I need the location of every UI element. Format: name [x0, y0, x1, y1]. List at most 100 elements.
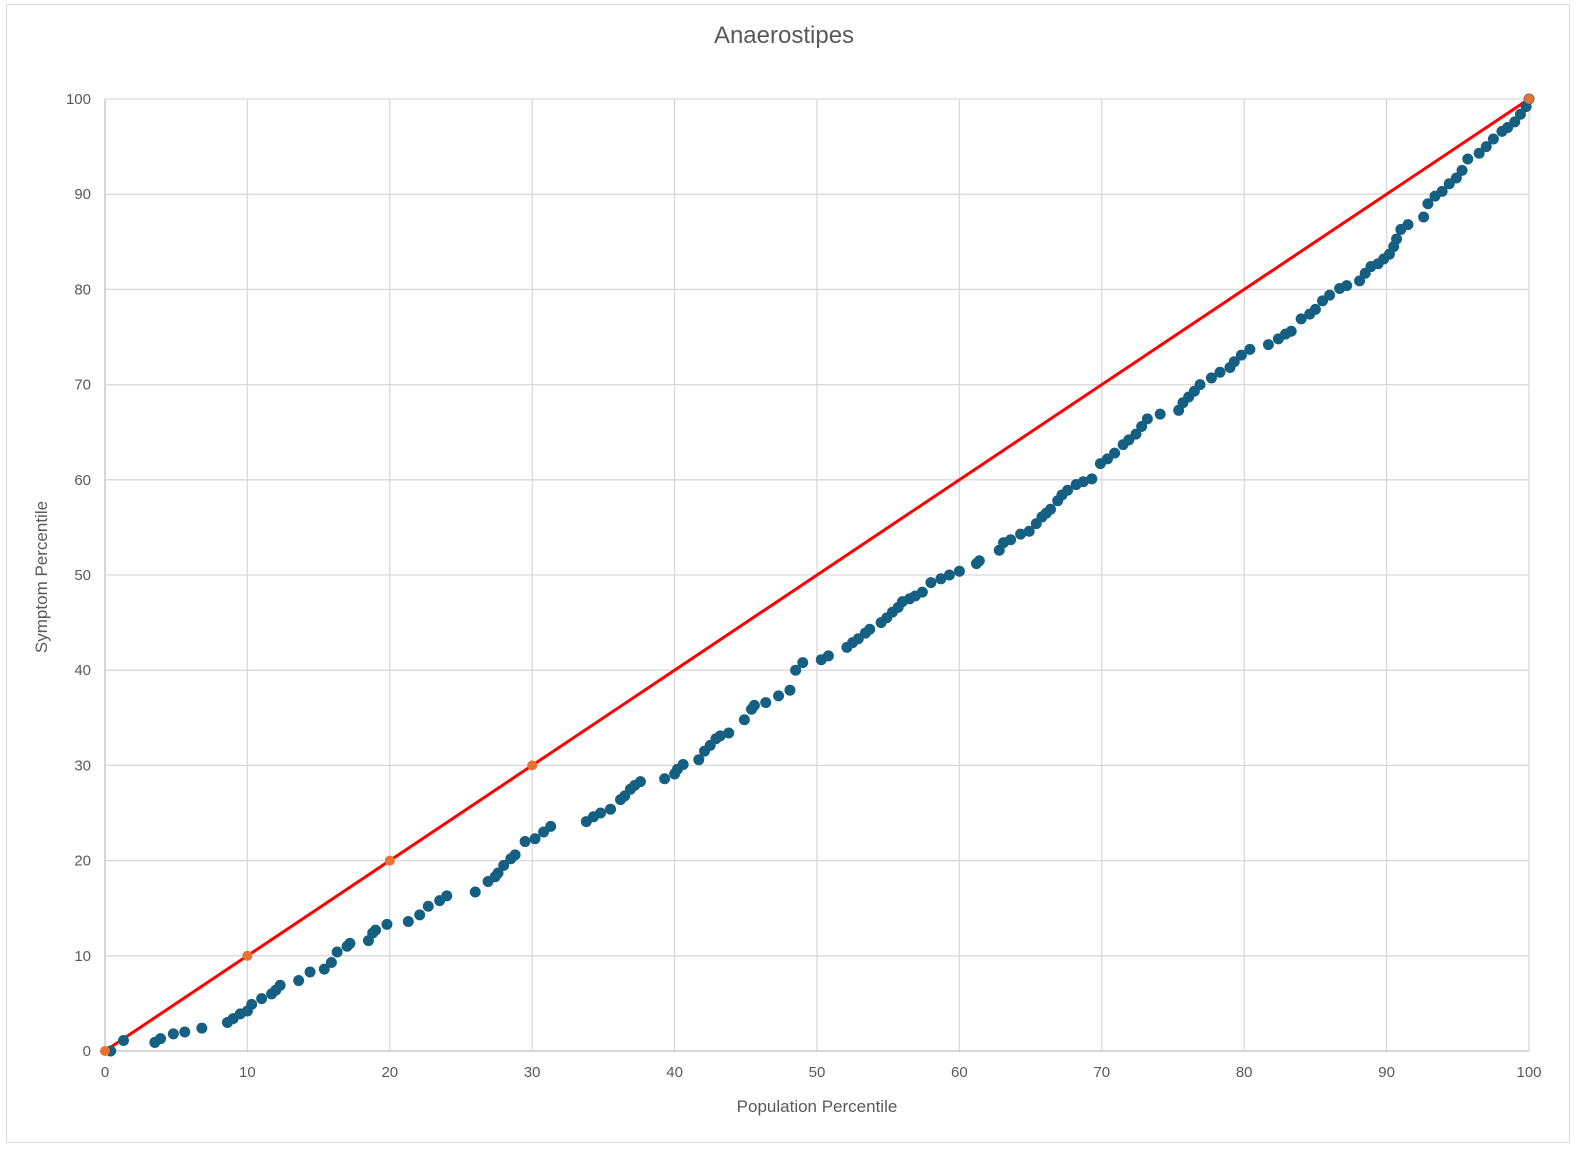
x-tick-label: 60 — [951, 1064, 968, 1081]
data-point — [1514, 108, 1526, 120]
data-point — [822, 650, 834, 662]
data-point — [797, 657, 809, 669]
data-point — [469, 886, 481, 898]
data-point — [714, 730, 726, 742]
data-point — [529, 833, 541, 845]
tick-labels: 0 10 20 30 40 50 60 70 80 90 100 0 10 20 30 40 50 60 70 80 9… — [66, 91, 1542, 1081]
data-point — [1391, 233, 1403, 245]
data-point — [1487, 133, 1499, 145]
data-point — [1235, 349, 1247, 361]
x-tick-label: 50 — [809, 1064, 826, 1081]
data-point — [498, 859, 510, 871]
data-point — [943, 569, 955, 581]
x-axis-label: Population Percentile — [737, 1097, 898, 1116]
data-point — [738, 714, 750, 726]
data-points-series — [105, 93, 1535, 1057]
y-tick-label: 0 — [83, 1043, 91, 1060]
data-point — [256, 993, 268, 1005]
data-point — [492, 867, 504, 879]
data-point — [118, 1035, 130, 1047]
data-point — [325, 956, 337, 968]
reference-marker — [384, 855, 395, 866]
data-point — [1141, 413, 1153, 425]
data-point — [422, 900, 434, 912]
data-point — [1309, 303, 1321, 315]
data-point — [1509, 116, 1521, 128]
reference-marker — [1524, 94, 1534, 104]
x-tick-label: 0 — [101, 1064, 109, 1081]
data-point — [441, 890, 453, 902]
x-tick-label: 30 — [524, 1064, 541, 1081]
scatter-chart: Anaerostipes 0 10 20 30 40 50 60 70 80 90 100 0 10 20… — [32, 22, 1542, 1116]
data-point — [916, 586, 928, 598]
y-tick-label: 60 — [74, 472, 91, 489]
data-point — [790, 664, 802, 676]
data-point — [773, 690, 785, 702]
y-tick-label: 70 — [74, 377, 91, 394]
data-point — [1086, 473, 1098, 485]
y-tick-label: 40 — [74, 662, 91, 679]
data-point — [344, 937, 356, 949]
data-point — [1045, 503, 1057, 515]
data-point — [760, 697, 772, 709]
data-point — [1077, 476, 1089, 488]
reference-marker — [527, 760, 538, 771]
data-point — [784, 684, 796, 696]
y-axis-label: Symptom Percentile — [32, 501, 51, 653]
data-point — [1062, 484, 1074, 496]
reference-marker — [100, 1046, 110, 1056]
x-tick-label: 100 — [1516, 1064, 1541, 1081]
data-point — [1244, 343, 1256, 355]
data-point — [1194, 379, 1206, 391]
data-point — [1480, 141, 1492, 153]
data-point — [1462, 153, 1474, 165]
data-point — [331, 946, 343, 958]
data-point — [1214, 366, 1226, 378]
data-point — [274, 979, 286, 991]
x-tick-label: 90 — [1378, 1064, 1395, 1081]
data-point — [595, 807, 607, 819]
data-point — [246, 998, 258, 1010]
data-point — [1422, 198, 1434, 210]
data-point — [925, 577, 937, 589]
data-point — [723, 727, 735, 739]
x-tick-label: 40 — [666, 1064, 683, 1081]
data-point — [155, 1033, 167, 1045]
data-point — [1109, 447, 1121, 459]
data-point — [1418, 211, 1430, 223]
y-tick-label: 100 — [66, 91, 91, 108]
data-point — [1402, 219, 1414, 231]
data-point — [1285, 325, 1297, 337]
data-point — [1341, 280, 1353, 292]
y-tick-label: 30 — [74, 757, 91, 774]
data-point — [402, 916, 414, 928]
data-point — [748, 699, 760, 711]
data-point — [196, 1022, 208, 1034]
data-point — [1136, 420, 1148, 432]
x-tick-label: 70 — [1093, 1064, 1110, 1081]
data-point — [1154, 408, 1166, 420]
chart-title: Anaerostipes — [714, 22, 854, 49]
data-point — [953, 565, 965, 577]
data-point — [1262, 339, 1274, 351]
data-point — [1295, 313, 1307, 325]
reference-marker — [242, 950, 253, 961]
data-point — [1354, 275, 1366, 287]
reference-markers — [100, 94, 1534, 1056]
data-point — [1130, 428, 1142, 440]
data-point — [935, 573, 947, 585]
data-point — [659, 773, 671, 785]
x-tick-label: 80 — [1236, 1064, 1253, 1081]
y-tick-label: 10 — [74, 948, 91, 965]
data-point — [1015, 528, 1027, 540]
data-point — [509, 849, 521, 861]
data-point — [1005, 534, 1017, 546]
data-point — [973, 555, 985, 567]
data-point — [864, 623, 876, 635]
gridlines — [104, 98, 1530, 1052]
data-point — [370, 924, 382, 936]
data-point — [1473, 147, 1485, 159]
data-point — [1023, 525, 1035, 537]
data-point — [693, 754, 705, 766]
data-point — [304, 966, 316, 978]
